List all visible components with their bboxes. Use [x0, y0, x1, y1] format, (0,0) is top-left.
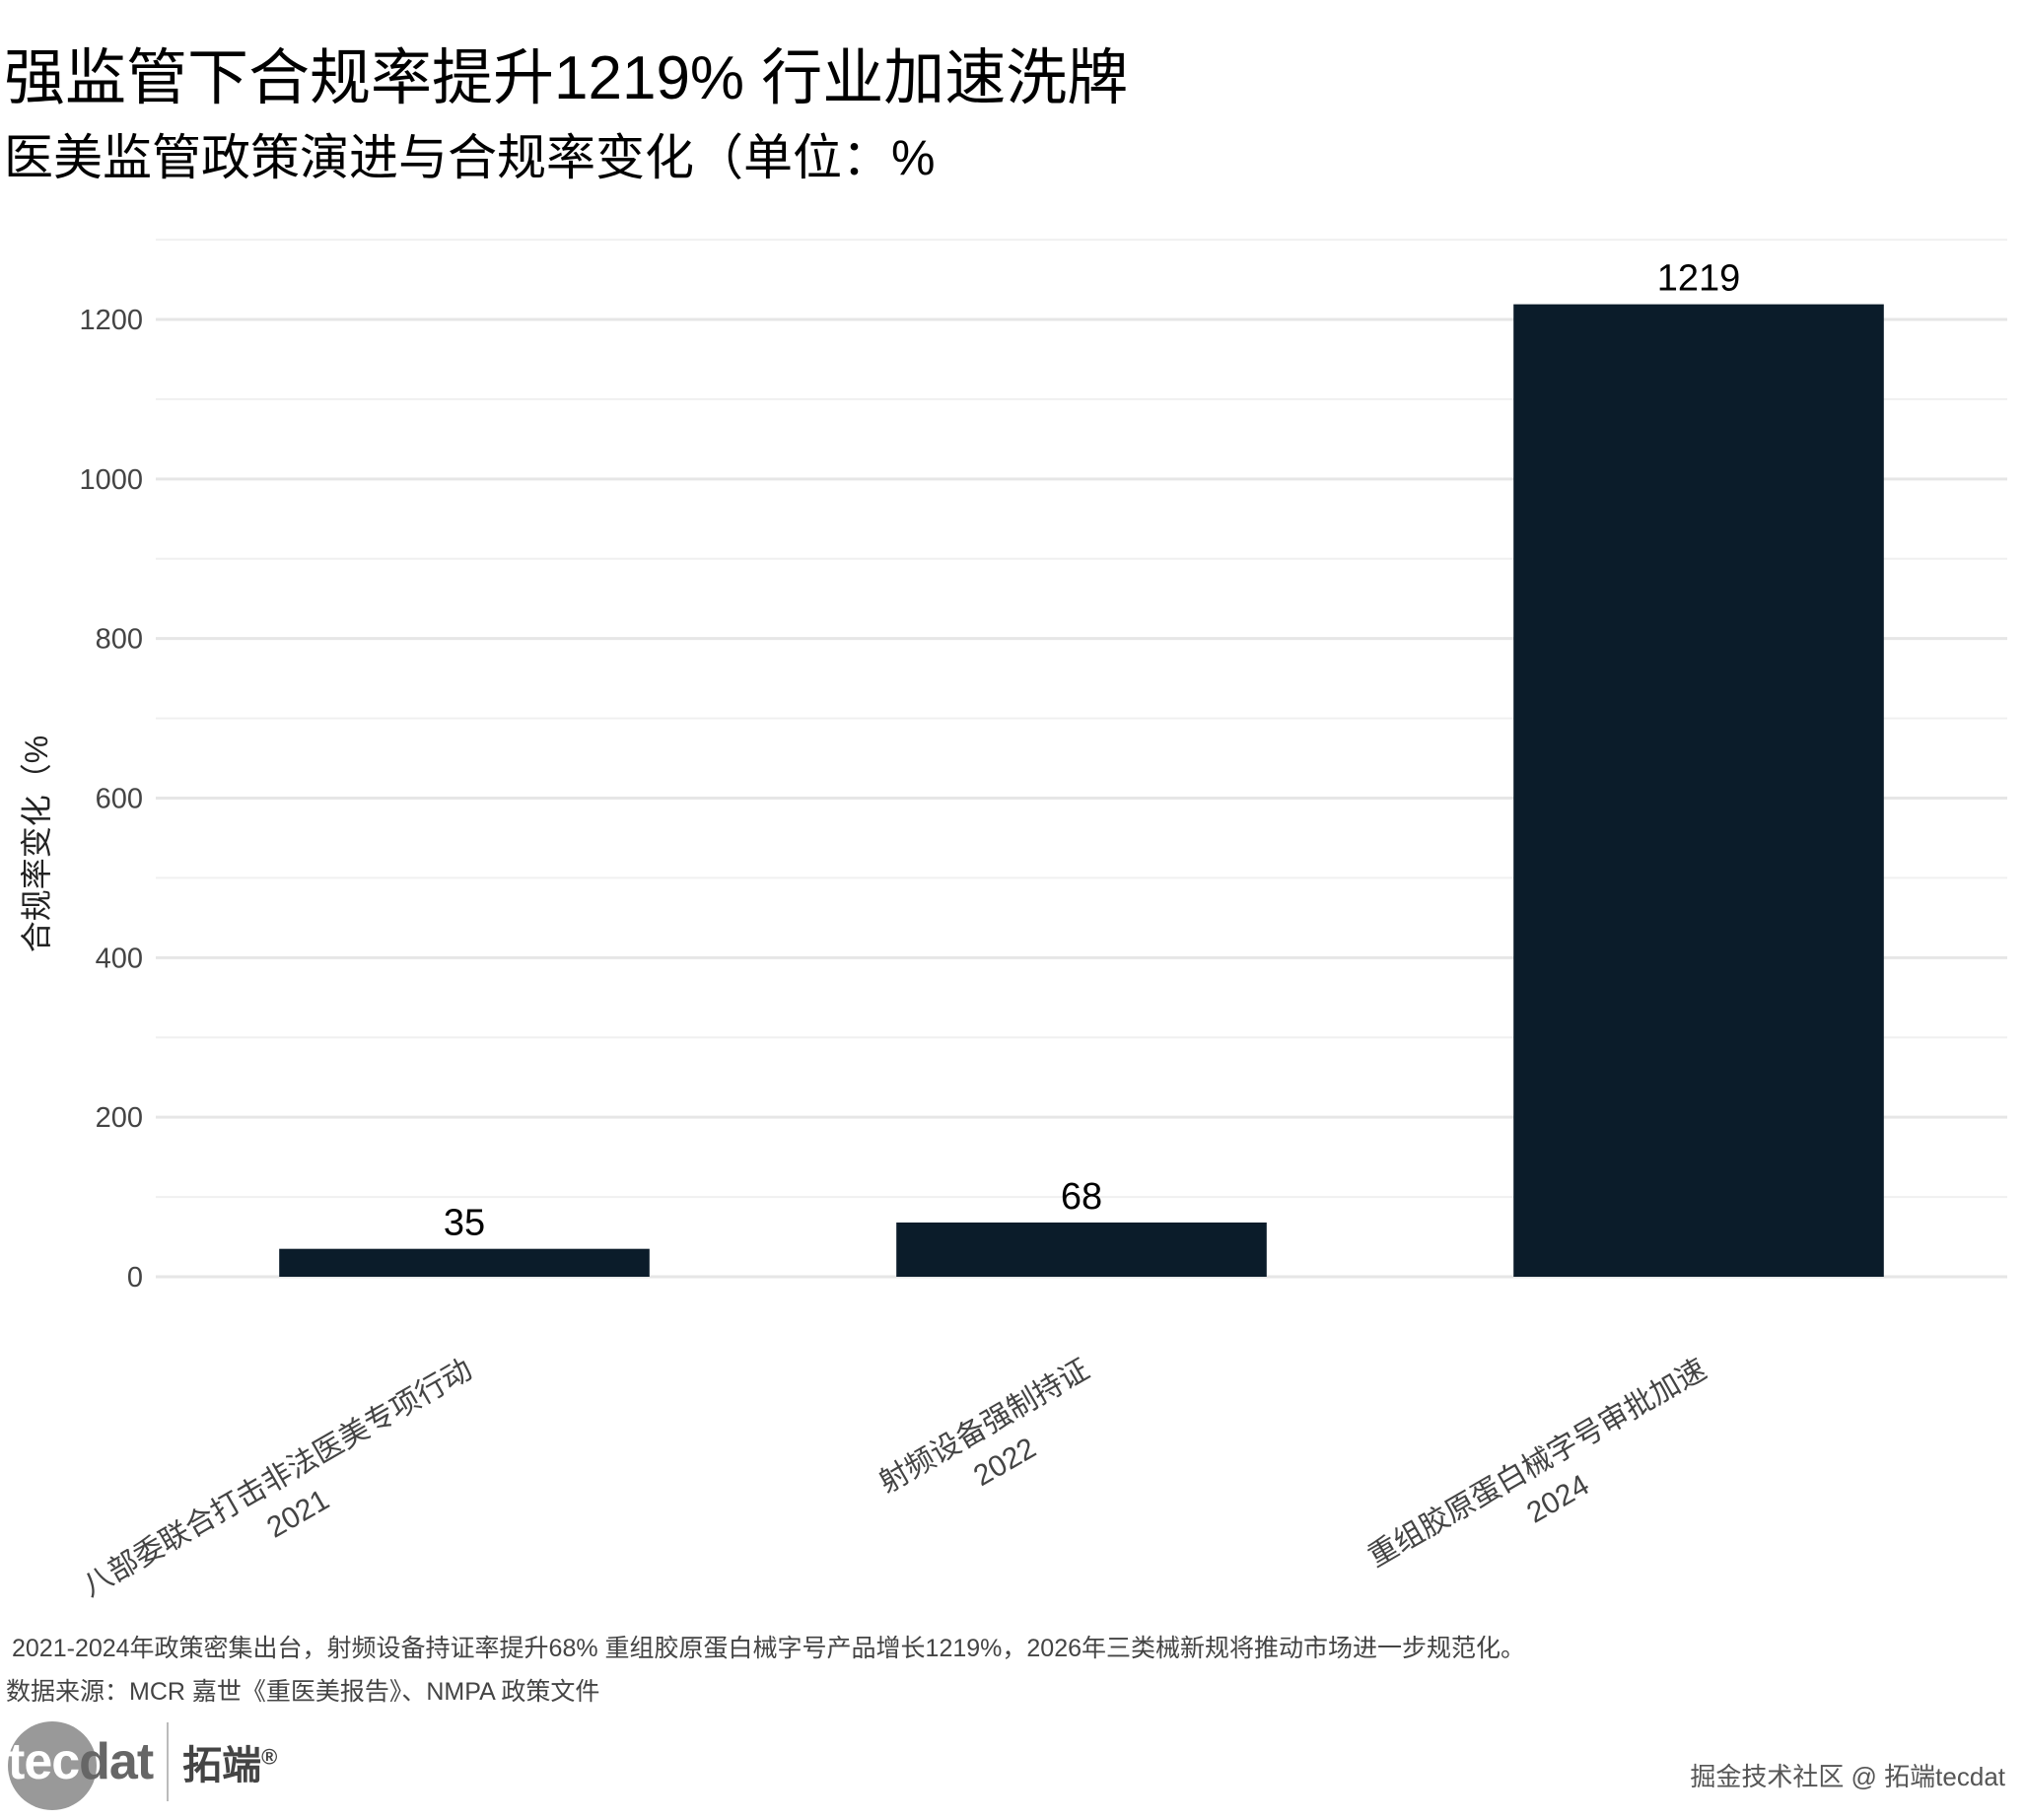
y-tick-label: 1000	[79, 464, 143, 496]
y-tick-label: 0	[127, 1262, 143, 1294]
logo-reg: ®	[261, 1744, 278, 1770]
logo-separator	[167, 1722, 170, 1801]
y-tick-label: 600	[96, 784, 143, 815]
logo-cn: 拓端	[182, 1744, 262, 1787]
y-tick-label: 800	[96, 624, 143, 656]
x-tick-category: 八部委联合打击非法医美专项行动	[77, 1353, 477, 1603]
logo-text-a: tec	[8, 1733, 80, 1790]
bar-chart: 0 200 400 600 800 1000 1200 35 八部委联合打击非法医美专项行动20…	[19, 239, 2007, 1603]
chart-subtitle: 医美监管政策演进与合规率变化（单位：%	[4, 130, 936, 185]
bar-value-label: 35	[444, 1203, 485, 1244]
bar	[1513, 304, 1884, 1277]
logo-circle	[8, 1721, 97, 1810]
y-tick-label: 200	[96, 1102, 143, 1134]
tecdat-logo: tecdat 拓端®	[8, 1717, 278, 1810]
bar-value-label: 68	[1061, 1176, 1102, 1218]
y-tick-label: 400	[96, 943, 143, 974]
y-tick-label: 1200	[79, 305, 143, 336]
chart-title: 强监管下合规率提升1219% 行业加速洗牌	[4, 44, 1129, 112]
bar	[896, 1222, 1267, 1277]
chart-caption: 2021-2024年政策密集出台，射频设备持证率提升68% 重组胶原蛋白械字号产…	[12, 1635, 1526, 1662]
x-tick-category: 重组胶原蛋白械字号审批加速	[1362, 1353, 1711, 1574]
bar-value-label: 1219	[1657, 258, 1741, 300]
data-source: 数据来源：MCR 嘉世《重医美报告》、NMPA 政策文件	[6, 1678, 600, 1706]
bar	[279, 1248, 650, 1277]
logo-text-b: dat	[79, 1733, 154, 1790]
y-axis-label: 合规率变化（%	[19, 735, 54, 952]
watermark: 掘金技术社区 @ 拓端tecdat	[1690, 1762, 2005, 1791]
